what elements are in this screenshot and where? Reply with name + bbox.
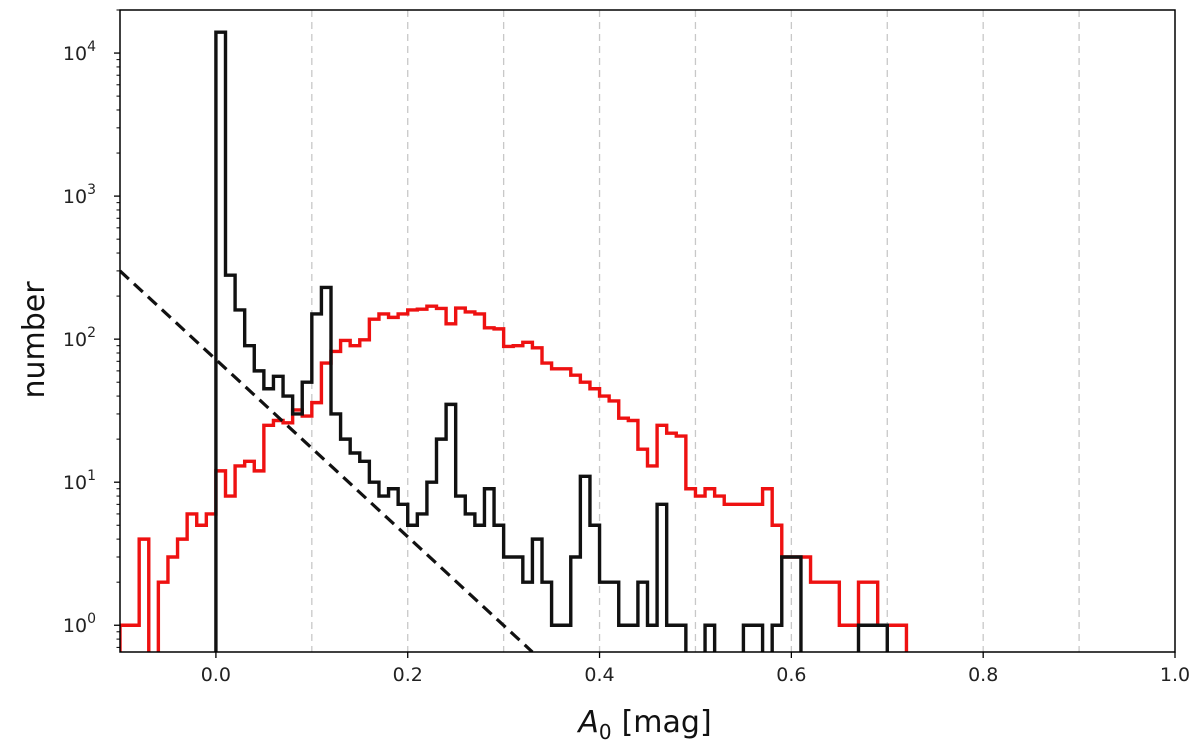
histogram-series-1 — [120, 304, 909, 652]
x-tick-label: 0.8 — [968, 664, 998, 686]
y-tick-label: 102 — [63, 325, 96, 351]
plot-area-frame — [119, 9, 1176, 653]
x-axis-label-symbol: A — [576, 705, 599, 740]
x-axis-label-subscript: 0 — [599, 720, 612, 744]
x-tick-label: 0.6 — [776, 664, 806, 686]
y-axis-label: number — [17, 281, 52, 399]
y-tick-label: 100 — [63, 611, 96, 637]
x-tick-label: 0.4 — [584, 664, 614, 686]
y-tick-label: 103 — [63, 182, 96, 208]
x-axis-label: A0 [mag] — [576, 705, 711, 744]
x-axis-ticks: 0.0 0.2 0.4 0.6 0.8 1.0 — [201, 652, 1190, 686]
x-axis-label-unit: [mag] — [622, 705, 712, 740]
reference-line-group — [120, 269, 534, 652]
y-tick-label: 101 — [63, 468, 96, 494]
histogram-series-group — [120, 30, 909, 652]
y-tick-label: 104 — [63, 39, 96, 65]
reference-dashed-line — [120, 269, 534, 652]
x-tick-label: 0.2 — [393, 664, 423, 686]
histogram-series-2 — [214, 30, 889, 652]
y-axis-ticks: 100 101 102 103 104 — [63, 9, 120, 648]
x-tick-label: 0.0 — [201, 664, 231, 686]
x-tick-label: 1.0 — [1160, 664, 1190, 686]
